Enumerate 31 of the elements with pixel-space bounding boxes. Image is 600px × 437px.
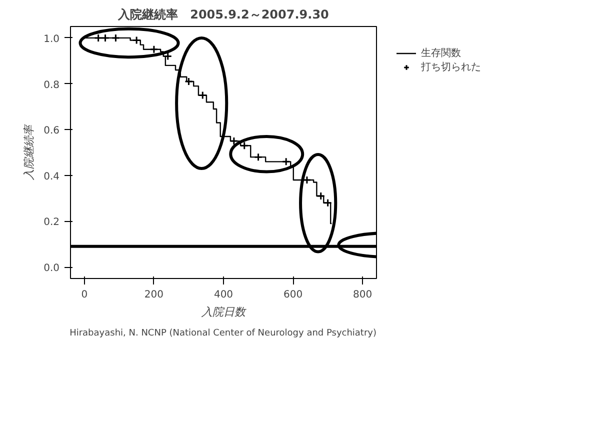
point <box>254 152 263 162</box>
x-tick-label: 600 <box>284 290 303 300</box>
point <box>282 157 290 166</box>
point <box>111 34 120 42</box>
y-tick-label: 0.0 <box>44 263 60 274</box>
point <box>184 77 193 86</box>
y-tick-label: 0.6 <box>44 126 60 137</box>
text: Hirabayashi, N. NCNP (National Center of Neurology and Psychiatry) <box>70 328 377 338</box>
y-tick-label: 0.8 <box>44 80 60 91</box>
chart-title: 入院継続率 2005.9.2～2007.9.30 <box>117 8 329 22</box>
point <box>230 136 238 146</box>
point <box>94 34 103 42</box>
point <box>150 45 158 54</box>
y-tick-label: 0.2 <box>44 217 60 228</box>
point <box>240 141 249 150</box>
point <box>198 90 207 100</box>
x-tick-label: 200 <box>144 290 164 300</box>
y-axis-title: 入院継続率 <box>22 124 36 181</box>
x-tick-label: 0 <box>81 290 88 300</box>
point <box>101 34 110 42</box>
point <box>132 36 141 44</box>
x-tick-label: 400 <box>214 290 234 300</box>
legend-label: 生存関数 <box>421 46 462 60</box>
y-tick-label: 1.0 <box>44 34 60 45</box>
point <box>324 198 332 208</box>
y-tick-label: 0.4 <box>44 171 60 182</box>
point <box>164 52 172 61</box>
x-axis-title: 入院日数 <box>200 306 246 318</box>
legend-label: 打ち切られた <box>421 60 482 74</box>
point <box>316 192 326 200</box>
x-tick-label: 800 <box>353 290 372 300</box>
